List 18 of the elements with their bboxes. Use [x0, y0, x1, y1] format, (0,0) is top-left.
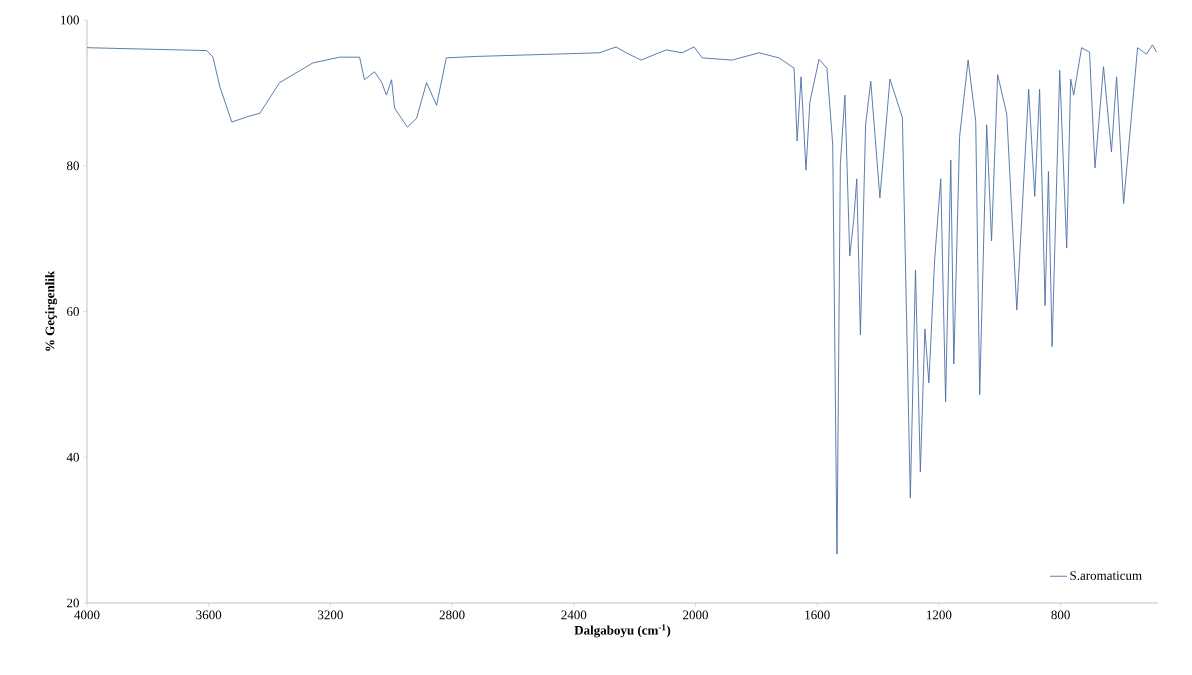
x-tick-label: 2000 [683, 610, 709, 620]
x-tick-label: 800 [1051, 610, 1070, 620]
x-tick-label: 3200 [318, 610, 343, 620]
y-tick-label: 80 [66, 161, 79, 171]
x-axis-title: Dalgaboyu (cm$^{-1}$) [574, 624, 671, 638]
legend-label: S.aromaticum [1070, 571, 1142, 580]
x-tick-label: 1200 [927, 610, 952, 620]
x-tick-label: 2800 [439, 610, 465, 620]
y-axis-title: % Geçirgenlik [45, 270, 58, 351]
y-tick-label: 60 [67, 307, 79, 316]
x-tick-label: 1600 [805, 610, 830, 620]
y-tick-label: 100 [61, 15, 79, 25]
x-tick-label: 2400 [561, 610, 587, 620]
line-series [87, 44, 1157, 555]
y-tick-label: 40 [66, 452, 79, 462]
y-tick-label: 20 [67, 598, 79, 608]
x-tick-label: 4000 [74, 610, 100, 620]
x-tick-label: 3600 [196, 610, 222, 620]
